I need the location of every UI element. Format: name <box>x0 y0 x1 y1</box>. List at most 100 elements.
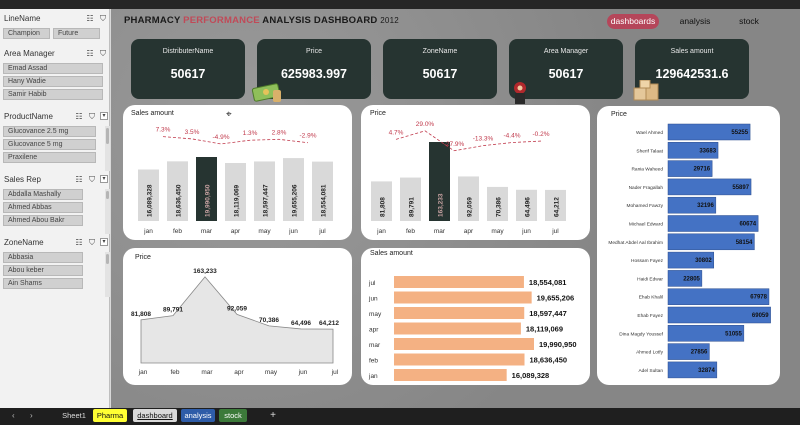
slicer-scrollbar[interactable] <box>105 126 110 171</box>
data-label: 92,059 <box>227 305 247 312</box>
data-label: 19,990,950 <box>539 340 577 349</box>
multi-select-icon[interactable]: ☷ <box>75 112 83 121</box>
multi-select-icon[interactable]: ☷ <box>86 49 94 58</box>
kpi-area-manager: Area Manager 50617 <box>509 39 623 99</box>
data-label: 51055 <box>725 331 742 337</box>
tab-pharma[interactable]: Pharma <box>93 409 127 422</box>
slicer-title: ProductName <box>4 112 53 121</box>
y-tick-label: Ahmed Lotfy <box>636 350 664 356</box>
nav-analysis-button[interactable]: analysis <box>679 16 711 26</box>
x-tick-label: apr <box>231 228 241 235</box>
x-tick-label: jan <box>143 228 153 235</box>
data-label: 16,089,328 <box>512 371 550 380</box>
clear-filter-icon[interactable]: ⛉ <box>100 14 106 23</box>
x-tick-label: jun <box>298 369 308 376</box>
slicer-item[interactable]: Glucovance 5 mg <box>3 139 96 150</box>
dropdown-icon[interactable]: ▾ <box>100 238 108 246</box>
scroll-right-icon[interactable]: › <box>30 411 33 420</box>
data-label: 19,990,950 <box>205 184 212 217</box>
y-tick-label: Michael Edward <box>629 222 663 228</box>
data-label: 64,496 <box>525 197 532 217</box>
multi-select-icon[interactable]: ☷ <box>86 14 94 23</box>
dropdown-icon[interactable]: ▾ <box>100 175 108 183</box>
clear-filter-icon[interactable]: ⛉ <box>100 49 106 58</box>
slicer-item[interactable]: Champion <box>3 28 50 39</box>
x-tick-label: jun <box>521 228 531 235</box>
clear-filter-icon[interactable]: ⛉ <box>89 175 95 184</box>
pct-change-label: -13.3% <box>473 136 494 143</box>
x-tick-label: jul <box>331 369 339 376</box>
bar <box>667 196 717 214</box>
chart-title: Sales amount <box>131 110 174 117</box>
y-tick-label: Ehab Khalil <box>639 295 663 301</box>
dropdown-icon[interactable]: ▾ <box>100 112 108 120</box>
slicer-scrollbar[interactable] <box>105 252 110 297</box>
slicer-item[interactable]: Hany Wadie <box>3 76 103 87</box>
bar <box>667 361 718 379</box>
nav-stock-button[interactable]: stock <box>739 16 759 26</box>
data-label: 163,233 <box>193 268 217 275</box>
chart-title: Price <box>611 111 627 118</box>
bar <box>667 178 752 196</box>
y-tick-label: jul <box>368 280 376 287</box>
kpi-label: Sales amount <box>670 48 714 55</box>
clear-filter-icon[interactable]: ⛉ <box>89 112 95 121</box>
bar <box>394 353 525 366</box>
bar <box>667 325 745 342</box>
multi-select-icon[interactable]: ☷ <box>75 175 83 184</box>
kpi-distributer-name: DistributerName 50617 <box>131 39 245 99</box>
bar <box>394 276 524 288</box>
price-column-card: Price 81,808 jan 89,791 feb 163,233 mar 92,059… <box>361 105 590 240</box>
multi-select-icon[interactable]: ☷ <box>75 238 83 247</box>
add-sheet-button[interactable]: + <box>270 410 276 421</box>
slicer-item[interactable]: Abbasia <box>3 252 83 263</box>
column-bar <box>400 177 421 221</box>
kpi-label: ZoneName <box>422 48 458 55</box>
slicer-item[interactable]: Ahmed Abou Bakr <box>3 215 83 226</box>
slicer-item[interactable]: Emad Assad <box>3 63 103 74</box>
slicer-item[interactable]: Future <box>53 28 100 39</box>
data-label: 22805 <box>683 276 700 282</box>
data-label: 89,791 <box>163 307 183 314</box>
kpi-label: Area Manager <box>543 48 589 55</box>
bar <box>667 123 751 141</box>
pct-change-label: -4.9% <box>213 134 230 141</box>
y-tick-label: may <box>369 311 382 318</box>
slicer-item[interactable]: Ain Shams <box>3 278 83 289</box>
slicer-item[interactable]: Glucovance 2.5 mg <box>3 126 96 137</box>
nav-dashboards-button[interactable]: dashboards <box>607 14 659 29</box>
tab-analysis[interactable]: analysis <box>181 409 215 422</box>
slicer-scrollbar[interactable] <box>105 189 110 234</box>
slicer-area-manager: Area Manager ☷ ⛉ Emad Assad Hany Wadie Sa… <box>0 47 110 100</box>
bar <box>394 291 532 304</box>
price-column-chart: 81,808 jan 89,791 feb 163,233 mar 92,059 apr 70,… <box>371 121 566 235</box>
slicer-item[interactable]: Abou keber <box>3 265 83 276</box>
tab-sheet1[interactable]: Sheet1 <box>62 411 86 420</box>
x-tick-label: mar <box>201 369 213 376</box>
data-label: 18,119,069 <box>234 184 241 217</box>
slicer-sales-rep: Sales Rep ☷ ⛉ ▾ Abdalla Mashally Ahmed Abb… <box>0 173 110 234</box>
slicer-item[interactable]: Ahmed Abbas <box>3 202 83 213</box>
tab-dashboard[interactable]: dashboard <box>133 409 177 422</box>
slicer-title: LineName <box>4 14 41 23</box>
scroll-left-icon[interactable]: ‹ <box>12 411 15 420</box>
x-tick-label: apr <box>464 228 474 235</box>
data-label: 163,233 <box>438 193 445 217</box>
slicer-item[interactable]: Praxilene <box>3 152 96 163</box>
data-label: 33683 <box>699 148 716 154</box>
tab-stock[interactable]: stock <box>219 409 247 422</box>
manager-icon <box>514 82 526 104</box>
title-post: ANALYSIS DASHBOARD <box>259 15 381 26</box>
dashboard-title: PHARMACY PERFORMANCE ANALYSIS DASHBOARD … <box>124 15 399 26</box>
y-tick-label: jan <box>368 373 378 380</box>
slicer-item[interactable]: Abdalla Mashally <box>3 189 83 200</box>
x-tick-label: may <box>265 369 278 376</box>
clear-filter-icon[interactable]: ⛉ <box>89 238 95 247</box>
slicer-item[interactable]: Samir Habib <box>3 89 103 100</box>
column-bar <box>429 142 450 221</box>
data-label: 58154 <box>736 240 753 246</box>
x-tick-label: mar <box>201 228 213 235</box>
pct-change-line <box>395 130 542 152</box>
data-label: 64,496 <box>291 320 311 327</box>
